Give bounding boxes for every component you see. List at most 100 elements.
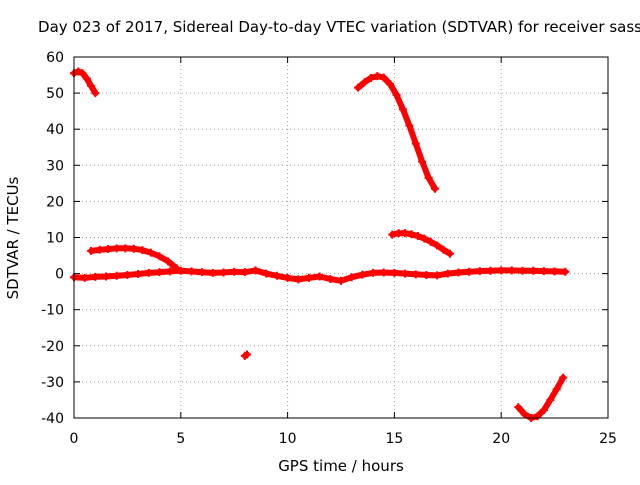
series-line	[71, 68, 99, 97]
data-point	[561, 267, 570, 276]
data-point	[272, 271, 281, 280]
data-point	[208, 268, 217, 277]
data-point	[407, 230, 416, 239]
data-point	[379, 73, 388, 82]
data-point	[138, 246, 147, 255]
data-point	[433, 241, 442, 250]
y-tick-label: -10	[41, 303, 64, 319]
y-tick-label: 50	[46, 86, 64, 102]
data-point	[354, 83, 363, 92]
data-point	[91, 272, 100, 281]
data-point	[398, 105, 407, 114]
y-tick-label: -40	[41, 411, 64, 427]
data-point	[176, 266, 185, 275]
data-point	[390, 268, 399, 277]
data-point	[82, 74, 91, 83]
data-point	[401, 269, 410, 278]
data-point	[358, 270, 367, 279]
x-tick-label: 10	[279, 431, 297, 447]
data-point	[87, 246, 96, 255]
data-point	[230, 267, 239, 276]
data-point	[392, 90, 401, 99]
data-point	[465, 267, 474, 276]
data-point	[155, 252, 164, 261]
data-point	[539, 267, 548, 276]
data-point	[539, 406, 548, 415]
data-point	[155, 268, 164, 277]
y-tick-label: 20	[46, 194, 64, 210]
data-point	[262, 269, 271, 278]
chart-title: Day 023 of 2017, Sidereal Day-to-day VTE…	[38, 18, 640, 36]
data-point	[347, 273, 356, 282]
x-tick-label: 5	[176, 431, 185, 447]
x-tick-label: 0	[70, 431, 79, 447]
data-point	[443, 269, 452, 278]
data-point	[379, 268, 388, 277]
tick-layer: 0 5 10 15 20 25 -40 -30 -20 -10 0 10 20 30 40 50 60	[41, 50, 617, 447]
data-point	[121, 244, 130, 253]
data-point	[411, 270, 420, 279]
series-arc-4	[388, 229, 454, 258]
data-point	[294, 275, 303, 284]
y-tick-label: 60	[46, 50, 64, 66]
data-point	[529, 266, 538, 275]
data-point	[486, 266, 495, 275]
data-point	[507, 266, 516, 275]
data-point	[166, 267, 175, 276]
x-tick-label: 15	[385, 431, 403, 447]
y-tick-label: -20	[41, 339, 64, 355]
x-axis-label: GPS time / hours	[278, 457, 404, 475]
y-tick-label: 40	[46, 122, 64, 138]
data-point	[373, 72, 382, 81]
data-point	[386, 80, 395, 89]
data-point	[445, 249, 454, 258]
data-point	[433, 271, 442, 280]
data-point	[187, 267, 196, 276]
data-point	[123, 271, 132, 280]
y-axis-label: SDTVAR / TECUs	[4, 176, 22, 299]
data-point	[144, 268, 153, 277]
data-point	[520, 410, 529, 419]
data-point	[366, 73, 375, 82]
series-arc-2	[87, 244, 181, 273]
data-layer	[70, 67, 570, 422]
series-baseline	[70, 266, 570, 285]
data-point	[518, 266, 527, 275]
data-point	[134, 269, 143, 278]
data-point	[388, 230, 397, 239]
grid-layer	[74, 57, 608, 418]
data-point	[420, 234, 429, 243]
data-point	[424, 173, 433, 182]
data-point	[91, 89, 100, 98]
data-point	[550, 267, 559, 276]
data-point	[95, 245, 104, 254]
data-point	[422, 271, 431, 280]
data-point	[546, 395, 555, 404]
data-point	[74, 67, 83, 76]
data-point	[559, 373, 568, 382]
data-point	[163, 257, 172, 266]
data-point	[129, 244, 138, 253]
data-point	[439, 245, 448, 254]
data-point	[112, 271, 121, 280]
data-point	[315, 272, 324, 281]
data-point	[426, 237, 435, 246]
data-point	[497, 266, 506, 275]
data-point	[405, 121, 414, 130]
data-point	[475, 267, 484, 276]
series-arc-3	[354, 72, 439, 193]
data-point	[430, 184, 439, 193]
data-point	[454, 268, 463, 277]
y-tick-label: 0	[55, 267, 64, 283]
data-point	[146, 248, 155, 257]
data-point	[112, 244, 121, 253]
data-point	[304, 273, 313, 282]
data-point	[283, 273, 292, 282]
data-point	[251, 266, 260, 275]
data-point	[337, 276, 345, 285]
data-point	[326, 275, 335, 284]
data-point	[360, 78, 369, 87]
y-tick-label: 30	[46, 158, 64, 174]
data-point	[514, 403, 523, 412]
